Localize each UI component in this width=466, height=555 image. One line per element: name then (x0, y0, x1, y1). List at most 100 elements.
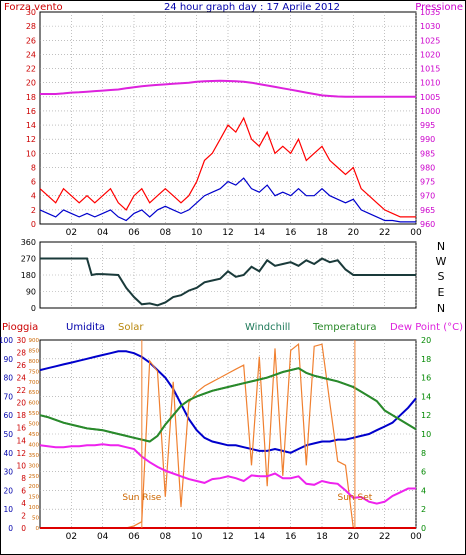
solar-axis: 0 50 100 150 200 250 300 350 400 450 500 550 600 650 7… (29, 338, 40, 532)
solar-tick: 0 (36, 526, 40, 532)
humidity-tick: 14 (16, 436, 26, 445)
wind-speed-tick: 14 (26, 121, 36, 130)
wind-speed-tick: 4 (31, 192, 36, 201)
temperature-tick: 8 (421, 449, 426, 458)
dewpoint-label: Dew Point (°C) (390, 322, 463, 333)
temperature-tick: 2 (421, 505, 426, 514)
humidity-tick: 20 (16, 399, 26, 408)
humidity-tick: 18 (16, 411, 26, 420)
rain-tick: 10 (3, 505, 13, 514)
pressure-tick: 965 (420, 206, 435, 215)
pressure-tick: 985 (420, 149, 435, 158)
x-tick-label: 06 (128, 228, 140, 238)
compass-label-n-bottom: N (437, 302, 445, 315)
temperature-tick: 20 (421, 336, 431, 345)
x-tick-label: 18 (316, 228, 328, 238)
x-tick-label: 00 (410, 228, 422, 238)
pressure-tick: 970 (420, 192, 435, 201)
rain-tick: 80 (3, 374, 13, 383)
rain-tick: 100 (0, 336, 13, 345)
compass-label-w: W (436, 255, 447, 268)
pressure-tick: 1010 (420, 79, 440, 88)
windchill-label: Windchill (245, 322, 290, 333)
solar-tick: 400 (29, 442, 40, 448)
temperature-tick: 6 (421, 468, 426, 477)
compass-label-n-top: N (437, 240, 445, 253)
rain-label: Pioggia (2, 322, 38, 333)
pressure-tick: 1025 (420, 36, 440, 45)
humidity-tick: 0 (21, 524, 26, 533)
wind-speed-tick: 18 (26, 93, 36, 102)
wind-direction-series (40, 257, 416, 307)
series-line-dewpoint (39, 443, 416, 505)
wind-direction-tick: 270 (21, 255, 36, 264)
humidity-tick: 16 (16, 424, 26, 433)
x-tick-label: 08 (160, 532, 172, 542)
rain-tick: 60 (3, 411, 13, 420)
series-line-wind-gust (39, 116, 416, 218)
compass-label-s: S (438, 270, 445, 283)
rain-tick: 40 (3, 449, 13, 458)
x-tick-label: 18 (316, 532, 328, 542)
series-line-wind-direction (40, 257, 416, 307)
pressure-label: Pressione (415, 2, 463, 13)
weather-multi-x-axis: 02 04 06 08 10 12 14 16 18 20 22 00 (66, 532, 422, 542)
humidity-tick: 4 (21, 499, 26, 508)
series-line-humidity (39, 350, 417, 454)
rain-tick: 50 (3, 430, 13, 439)
x-tick-label: 10 (191, 532, 203, 542)
series-line-wind-avg (39, 177, 416, 223)
solar-tick: 100 (29, 505, 40, 511)
solar-tick: 500 (29, 422, 40, 428)
series-line-temperature (39, 367, 417, 443)
x-tick-label: 16 (285, 228, 297, 238)
wind-direction-panel: 0 90 180 270 360 N W S E N (21, 238, 447, 315)
humidity-tick: 10 (16, 461, 26, 470)
temperature-label: Temperatura (312, 322, 377, 333)
x-tick-label: 20 (348, 532, 360, 542)
humidity-tick: 30 (16, 336, 26, 345)
temperature-tick: 4 (421, 486, 426, 495)
temperature-tick: 18 (421, 355, 431, 364)
rain-tick: 20 (3, 486, 13, 495)
solar-tick: 250 (29, 474, 40, 480)
x-tick-label: 14 (254, 532, 266, 542)
solar-tick: 900 (29, 338, 40, 344)
x-tick-label: 04 (97, 532, 109, 542)
x-tick-label: 12 (222, 228, 233, 238)
solar-tick: 700 (29, 380, 40, 386)
temperature-tick: 16 (421, 374, 431, 383)
rain-axis: 0 10 20 30 40 50 60 70 80 90 100 (0, 336, 13, 533)
temperature-tick: 0 (421, 524, 426, 533)
solar-tick: 600 (29, 401, 40, 407)
wind-speed-tick: 16 (26, 107, 36, 116)
humidity-tick: 12 (16, 449, 26, 458)
x-tick-label: 14 (254, 228, 266, 238)
humidity-tick: 8 (21, 474, 26, 483)
rain-tick: 90 (3, 355, 13, 364)
x-tick-label: 02 (66, 228, 77, 238)
x-tick-label: 10 (191, 228, 203, 238)
wind-speed-tick: 12 (26, 135, 36, 144)
humidity-tick: 24 (16, 374, 26, 383)
pressure-tick: 1005 (420, 93, 440, 102)
wind-speed-tick: 30 (26, 8, 36, 17)
wind-speed-tick: 8 (31, 163, 36, 172)
solar-label: Solar (118, 322, 144, 333)
humidity-tick: 26 (16, 361, 26, 370)
x-tick-label: 00 (410, 532, 422, 542)
pressure-tick: 1030 (420, 22, 440, 31)
solar-tick: 800 (29, 359, 40, 365)
wind-direction-tick: 180 (21, 271, 36, 280)
solar-tick: 450 (29, 432, 40, 438)
weather-multi-series (39, 343, 417, 529)
pressure-axis: 960 965 970 975 980 985 990 995 1000 1005 1010 1015… (420, 8, 440, 229)
humidity-tick: 6 (21, 486, 26, 495)
solar-tick: 150 (29, 495, 40, 501)
x-tick-label: 22 (379, 228, 390, 238)
pressure-tick: 1000 (420, 107, 440, 116)
wind-speed-tick: 2 (31, 206, 36, 215)
humidity-tick: 22 (16, 386, 26, 395)
wind-speed-tick: 20 (26, 79, 36, 88)
